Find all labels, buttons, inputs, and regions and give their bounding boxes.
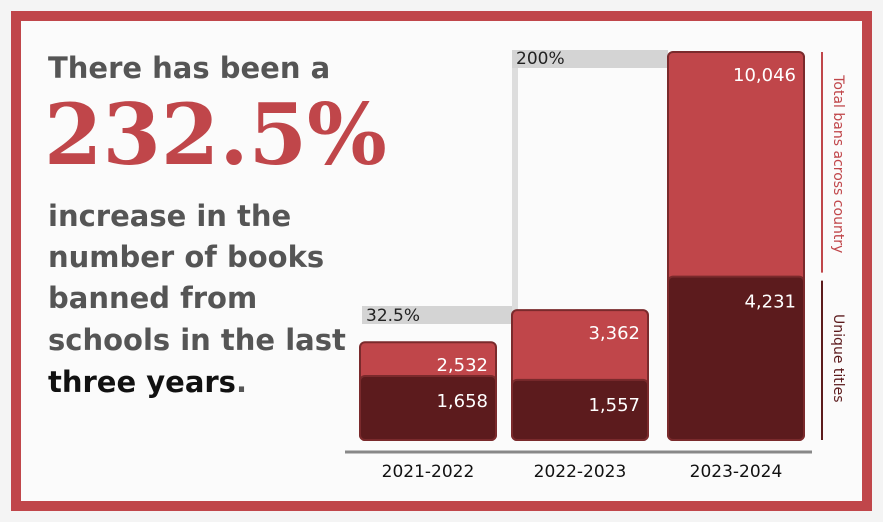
annotation: 200% (516, 49, 565, 69)
annotation-band (362, 306, 512, 324)
value-label: 1,557 (588, 395, 640, 416)
value-label: 4,231 (744, 292, 796, 313)
headline-body: number of books (48, 240, 324, 274)
legend-label: Unique titles (830, 314, 846, 403)
bar (667, 275, 805, 441)
headline-body: schools in the last (48, 323, 346, 357)
headline-body: banned from (48, 281, 257, 315)
legend-label: Total bans across country (830, 74, 846, 253)
x-tick-label: 2022-2023 (534, 462, 627, 482)
bar (359, 374, 497, 442)
x-tick-label: 2023-2024 (690, 462, 783, 482)
headline-last-line: three years. (48, 365, 247, 399)
x-tick-label: 2021-2022 (382, 462, 475, 482)
annotation: 32.5% (366, 306, 420, 326)
value-label: 10,046 (733, 65, 796, 86)
headline-emphasis: three years (48, 365, 236, 399)
bar (511, 378, 649, 441)
connector (512, 52, 518, 314)
value-label: 1,658 (436, 391, 488, 412)
headline-body: increase in the (48, 199, 291, 233)
annotation-band (512, 50, 668, 68)
headline-end: . (236, 365, 247, 399)
headline-lead: There has been a (48, 51, 330, 85)
value-label: 3,362 (588, 323, 640, 344)
value-label: 2,532 (436, 355, 488, 376)
headline-figure: 232.5% (44, 85, 387, 184)
